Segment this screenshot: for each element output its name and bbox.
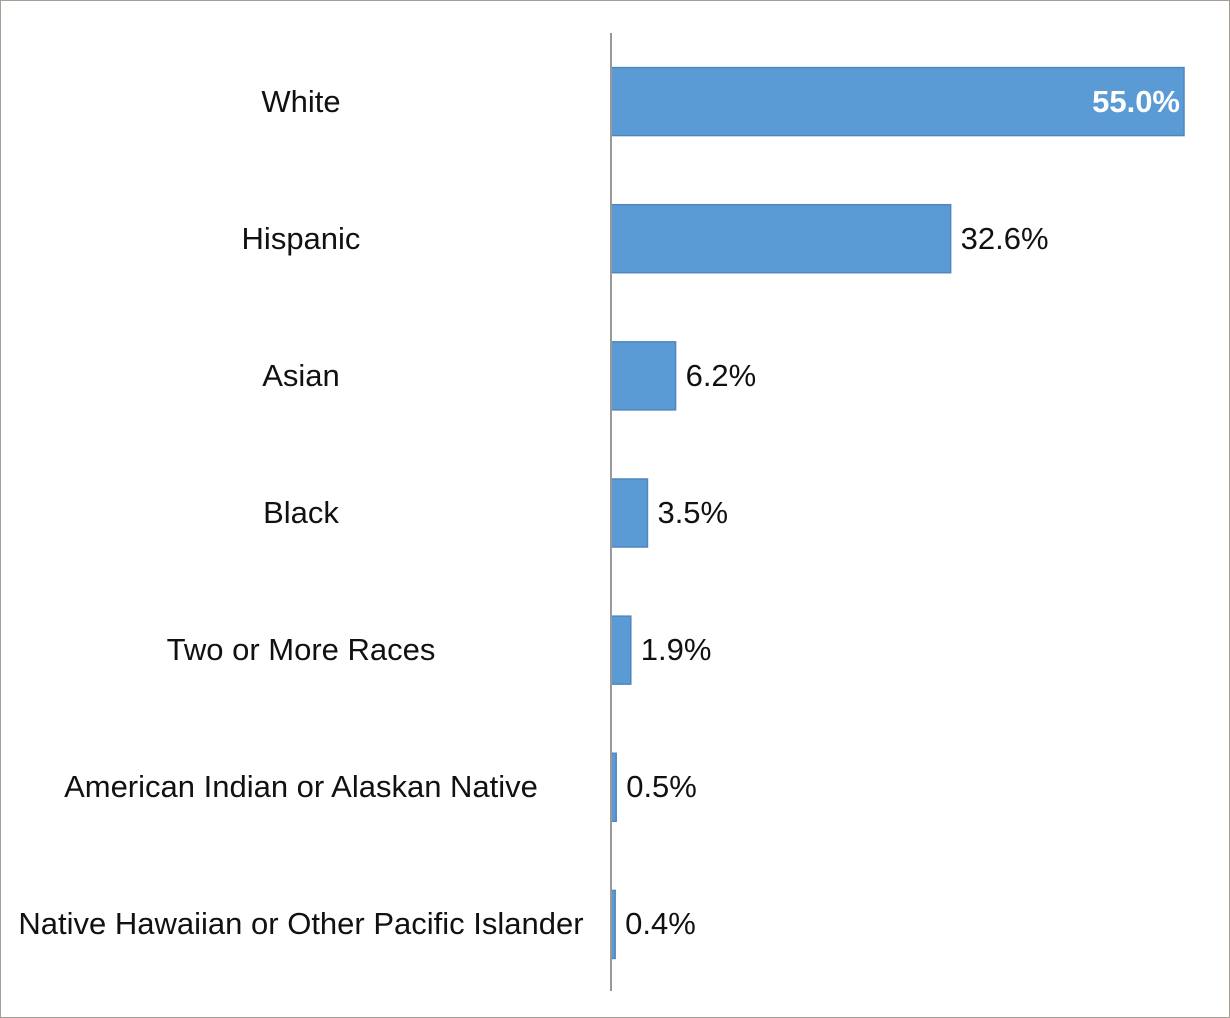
bar <box>610 341 677 411</box>
category-label: Native Hawaiian or Other Pacific Islande… <box>18 906 584 942</box>
category-label: Black <box>263 495 339 530</box>
bar <box>610 66 1185 137</box>
bar <box>610 615 632 685</box>
value-label: 55.0% <box>1092 83 1180 119</box>
bar <box>610 203 952 274</box>
value-label: 3.5% <box>657 495 729 530</box>
value-label: 0.5% <box>626 769 697 805</box>
value-label: 6.2% <box>685 357 757 393</box>
category-label: Two or More Races <box>166 632 436 668</box>
category-label: American Indian or Alaskan Native <box>64 769 538 805</box>
value-label: 32.6% <box>960 220 1049 256</box>
value-label: 0.4% <box>625 906 696 942</box>
bar <box>610 478 649 548</box>
category-label: Hispanic <box>241 220 361 256</box>
value-label: 1.9% <box>640 632 712 668</box>
category-label: Asian <box>262 357 340 393</box>
category-label: White <box>261 83 341 119</box>
